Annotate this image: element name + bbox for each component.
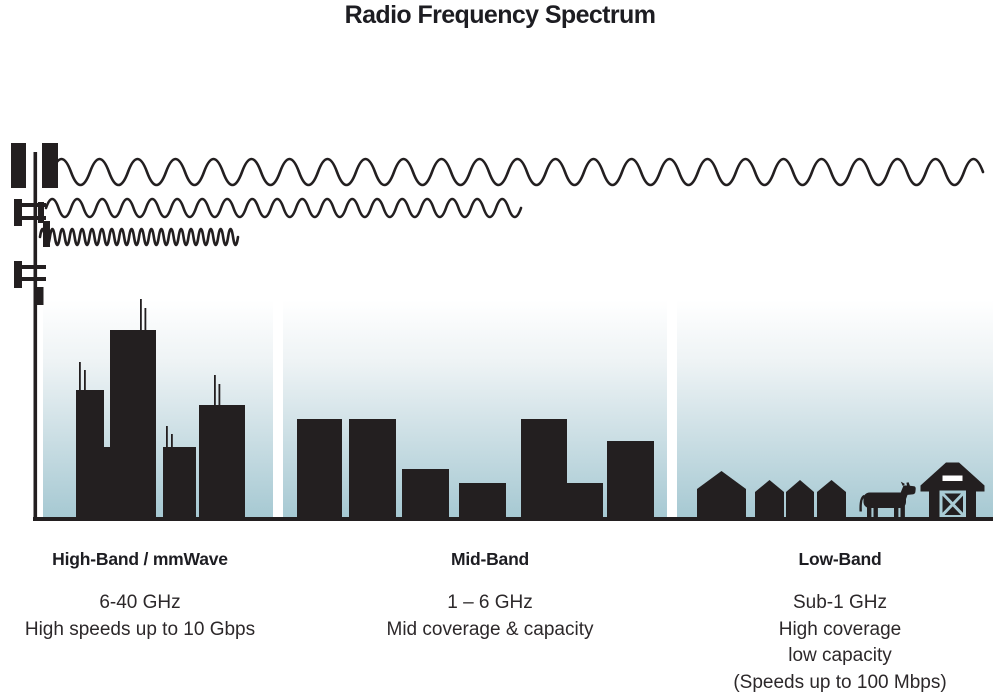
building: [567, 483, 603, 520]
antenna-mast: [171, 434, 173, 447]
page-title: Radio Frequency Spectrum: [344, 1, 656, 29]
tower-antenna-panel: [11, 143, 26, 188]
antenna-mast: [218, 384, 221, 405]
mid-band-heading: Mid-Band: [450, 549, 530, 569]
ground-line: [33, 517, 993, 521]
low-band-heading: Low-Band: [798, 549, 882, 569]
low-band-frequency: Sub-1 GHz: [793, 592, 887, 613]
low-band-description: High coverage: [778, 618, 902, 640]
tower-antenna-panel: [14, 199, 22, 226]
mid-band-town: [297, 419, 654, 520]
building: [459, 483, 506, 520]
antenna-mast: [79, 362, 81, 390]
low-band-wave-icon: [50, 157, 985, 187]
tower-pole: [33, 152, 38, 520]
high-band-label: High-Band / mmWave 6-40 GHz High speeds …: [0, 549, 290, 643]
barn-door: [939, 490, 966, 518]
antenna-mast: [144, 308, 147, 330]
house: [697, 471, 746, 520]
tower-antenna-panel: [38, 202, 44, 223]
barn-icon: [920, 462, 985, 520]
tower-crossbar: [16, 216, 46, 220]
skyscraper: [76, 390, 104, 520]
tower-antenna-panel: [36, 287, 44, 305]
building: [349, 419, 396, 520]
mid-band-frequency: 1 – 6 GHz: [447, 592, 533, 613]
house: [786, 480, 814, 520]
tower-antenna-panel: [43, 221, 50, 247]
low-band-description: low capacity: [788, 645, 892, 666]
building: [521, 419, 567, 520]
skyscraper: [163, 447, 196, 520]
antenna-mast: [140, 299, 142, 330]
mid-band-wave-icon: [44, 197, 523, 219]
skyscraper: [110, 330, 156, 520]
low-band-label: Low-Band Sub-1 GHz High coverage low cap…: [690, 549, 990, 696]
cow-icon: [859, 481, 916, 520]
cell-tower-icon: [11, 143, 58, 520]
high-band-heading: High-Band / mmWave: [52, 549, 228, 569]
high-band-city: [76, 299, 245, 520]
high-band-wave-icon: [38, 227, 240, 247]
mid-band-label: Mid-Band 1 – 6 GHz Mid coverage & capaci…: [340, 549, 640, 643]
spectrum-illustration: [11, 143, 993, 521]
skyscraper: [199, 405, 245, 520]
tower-crossbar: [16, 277, 46, 281]
antenna-mast: [84, 370, 86, 390]
tower-crossbar: [16, 203, 46, 207]
high-band-description: High speeds up to 10 Gbps: [24, 618, 256, 640]
low-band-rural: [697, 462, 985, 520]
building: [607, 441, 654, 520]
high-band-frequency: 6-40 GHz: [99, 592, 181, 613]
antenna-mast: [166, 426, 168, 447]
barn-loft-vent: [942, 475, 963, 481]
house: [817, 480, 846, 520]
house: [755, 480, 784, 520]
building: [297, 419, 342, 520]
antenna-mast: [214, 375, 216, 405]
tower-antenna-panel: [42, 143, 58, 188]
skyscraper: [103, 447, 111, 520]
mid-band-description: Mid coverage & capacity: [386, 618, 594, 640]
tower-antenna-panel: [14, 261, 22, 288]
tower-crossbar: [16, 265, 46, 269]
building: [402, 469, 449, 520]
low-band-description: (Speeds up to 100 Mbps): [733, 671, 947, 693]
